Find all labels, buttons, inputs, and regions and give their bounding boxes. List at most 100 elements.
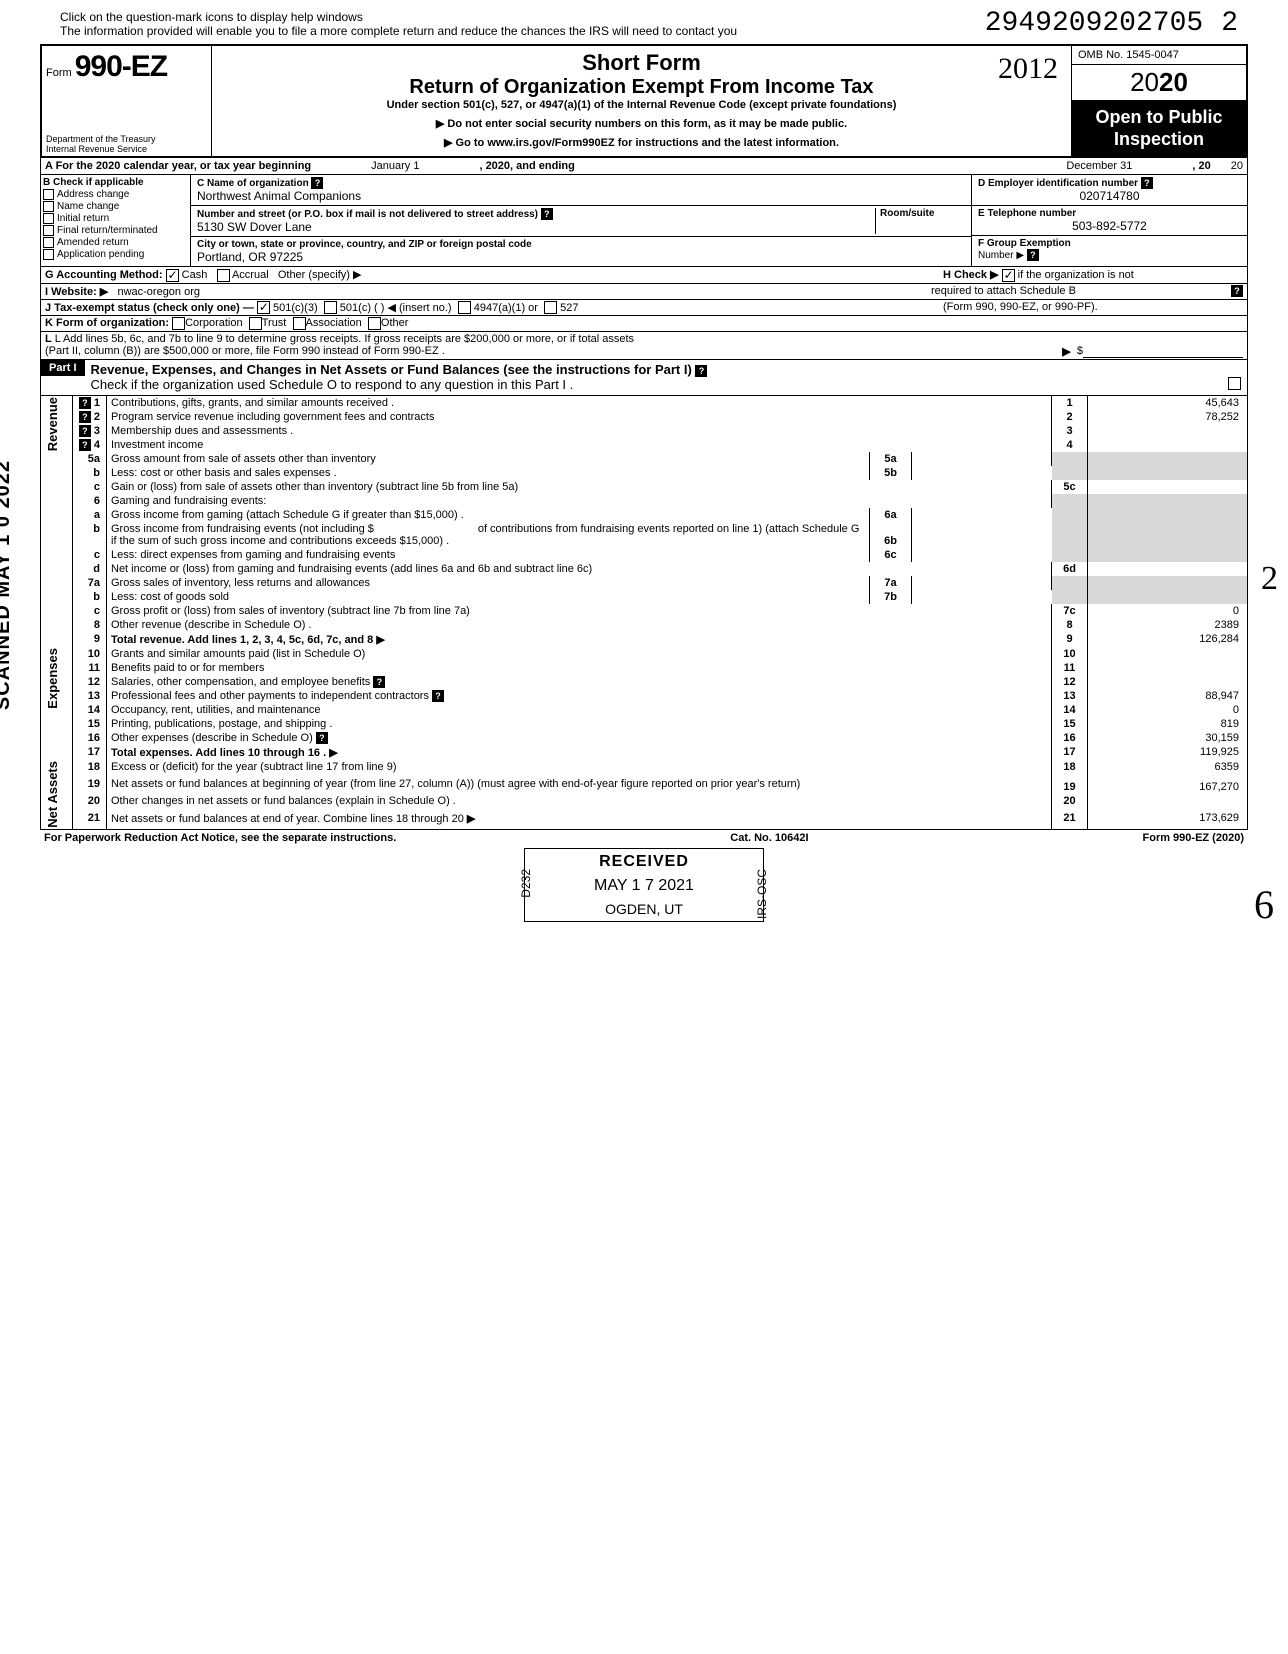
cell-group: F Group Exemption Number ▶ ?: [972, 236, 1247, 263]
chk-pending[interactable]: Application pending: [43, 249, 188, 260]
line-18: Net Assets 18Excess or (deficit) for the…: [41, 760, 1248, 777]
help-icon[interactable]: ?: [695, 365, 707, 377]
line-6: 6 Gaming and fundraising events:: [41, 494, 1248, 508]
period-mid: , 2020, and ending: [479, 160, 574, 172]
line-4: ? 4 Investment income 4: [41, 438, 1248, 452]
cell-city: City or town, state or province, country…: [191, 237, 971, 266]
phone: 503-892-5772: [978, 219, 1241, 233]
chk-4947[interactable]: [458, 301, 471, 314]
doc-trailing: 2: [1221, 8, 1238, 39]
warning-ssn: ▶ Do not enter social security numbers o…: [218, 117, 1065, 130]
line-14: 14Occupancy, rent, utilities, and mainte…: [41, 703, 1248, 717]
footer-right: Form 990-EZ (2020): [1143, 832, 1244, 844]
row-i: I Website: ▶ nwac-oregon org required to…: [40, 284, 1248, 300]
tax-year: 2020: [1072, 65, 1246, 101]
title-return: Return of Organization Exempt From Incom…: [218, 76, 1065, 99]
period-begin: January 1: [371, 160, 419, 172]
street: 5130 SW Dover Lane: [197, 220, 312, 234]
help-icon[interactable]: ?: [311, 177, 323, 189]
line-15: 15Printing, publications, postage, and s…: [41, 717, 1248, 731]
chk-accrual[interactable]: [217, 269, 230, 282]
row-l: L L Add lines 5b, 6c, and 7b to line 9 t…: [40, 332, 1248, 360]
doc-digits: 2949209202705: [985, 8, 1203, 39]
chk-amended[interactable]: Amended return: [43, 237, 188, 248]
amt-1: 45,643: [1088, 396, 1248, 410]
period-row: A For the 2020 calendar year, or tax yea…: [40, 158, 1248, 175]
footer-left: For Paperwork Reduction Act Notice, see …: [44, 832, 396, 844]
amt-15: 819: [1088, 717, 1248, 731]
help-icon[interactable]: ?: [1141, 177, 1153, 189]
handwritten-initial: 2: [1261, 560, 1278, 598]
help-icon[interactable]: ?: [79, 425, 91, 437]
header-right: OMB No. 1545-0047 2020 Open to Public In…: [1071, 46, 1246, 156]
year-bold: 20: [1159, 67, 1188, 97]
amt-14: 0: [1088, 703, 1248, 717]
period-end-prefix: , 20: [1192, 160, 1210, 172]
help-icon[interactable]: ?: [79, 439, 91, 451]
warning-url: ▶ Go to www.irs.gov/Form990EZ for instru…: [218, 136, 1065, 149]
help-icon[interactable]: ?: [79, 397, 91, 409]
help-icon[interactable]: ?: [79, 411, 91, 423]
footer-cat: Cat. No. 10642I: [730, 832, 808, 844]
help-icon[interactable]: ?: [541, 208, 553, 220]
line-13: 13Professional fees and other payments t…: [41, 689, 1248, 703]
department: Department of the Treasury Internal Reve…: [46, 134, 156, 154]
chk-cash[interactable]: [166, 269, 179, 282]
stamp-irs: IRS-OSC: [755, 869, 769, 919]
year-prefix: 20: [1130, 67, 1159, 97]
amt-13: 88,947: [1088, 689, 1248, 703]
period-end-year: 20: [1231, 160, 1243, 172]
help-icon[interactable]: ?: [373, 676, 385, 688]
col-b: B Check if applicable Address change Nam…: [41, 175, 191, 266]
line-9: 9 Total revenue. Add lines 1, 2, 3, 4, 5…: [41, 632, 1248, 647]
line-table: Revenue ? 1 Contributions, gifts, grants…: [40, 396, 1248, 830]
period-label: A For the 2020 calendar year, or tax yea…: [45, 160, 311, 172]
line-5c: c Gain or (loss) from sale of assets oth…: [41, 480, 1248, 494]
chk-initial[interactable]: Initial return: [43, 213, 188, 224]
chk-scheduleb[interactable]: [1002, 269, 1015, 282]
line-6d: d Net income or (loss) from gaming and f…: [41, 562, 1248, 576]
help-icon[interactable]: ?: [432, 690, 444, 702]
chk-527[interactable]: [544, 301, 557, 314]
amt-18: 6359: [1088, 760, 1248, 777]
cell-ein: D Employer identification number ? 02071…: [972, 175, 1247, 206]
chk-501c3[interactable]: [257, 301, 270, 314]
line-16: 16Other expenses (describe in Schedule O…: [41, 731, 1248, 745]
help-icon[interactable]: ?: [1027, 249, 1039, 261]
scanned-stamp: SCANNED MAY 1 0 2022: [0, 460, 15, 710]
part1-title: Revenue, Expenses, and Changes in Net As…: [85, 360, 1247, 395]
amt-9: 126,284: [1088, 632, 1248, 647]
city: Portland, OR 97225: [197, 250, 303, 264]
form-number: 990-EZ: [75, 50, 167, 83]
line-21: 21Net assets or fund balances at end of …: [41, 811, 1248, 830]
ein: 020714780: [978, 189, 1241, 203]
chk-assoc[interactable]: [293, 317, 306, 330]
form-header: Form 990-EZ Department of the Treasury I…: [40, 44, 1248, 158]
period-end-month: December 31: [1066, 160, 1132, 172]
chk-corp[interactable]: [172, 317, 185, 330]
line-3: ? 3 Membership dues and assessments . 3: [41, 424, 1248, 438]
cell-org-name: C Name of organization ? Northwest Anima…: [191, 175, 971, 206]
col-c: C Name of organization ? Northwest Anima…: [191, 175, 972, 266]
subtitle: Under section 501(c), 527, or 4947(a)(1)…: [218, 99, 1065, 111]
stamp-city: OGDEN, UT: [529, 901, 759, 917]
chk-other[interactable]: [368, 317, 381, 330]
line-8: 8 Other revenue (describe in Schedule O)…: [41, 618, 1248, 632]
chk-address[interactable]: Address change: [43, 189, 188, 200]
part1-label: Part I: [41, 360, 85, 376]
line-17: 17Total expenses. Add lines 10 through 1…: [41, 745, 1248, 760]
line-7a: 7a Gross sales of inventory, less return…: [41, 576, 1248, 590]
help-icon[interactable]: ?: [316, 732, 328, 744]
amt-7c: 0: [1088, 604, 1248, 618]
line-12: 12Salaries, other compensation, and empl…: [41, 675, 1248, 689]
section-expenses: Expenses: [45, 648, 60, 709]
chk-501c[interactable]: [324, 301, 337, 314]
chk-final[interactable]: Final return/terminated: [43, 225, 188, 236]
chk-trust[interactable]: [249, 317, 262, 330]
cell-phone: E Telephone number 503-892-5772: [972, 206, 1247, 236]
chk-scheduleo[interactable]: [1228, 377, 1241, 390]
row-j: J Tax-exempt status (check only one) — 5…: [40, 300, 1248, 317]
room-label: Room/suite: [880, 208, 934, 219]
help-icon[interactable]: ?: [1231, 285, 1243, 297]
chk-name[interactable]: Name change: [43, 201, 188, 212]
